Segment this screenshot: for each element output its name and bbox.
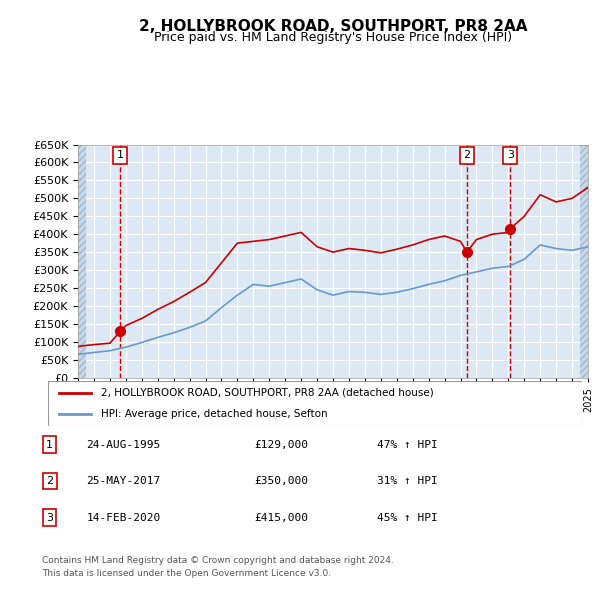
Text: 2: 2 [463,150,470,160]
Text: 2: 2 [46,476,53,486]
Text: 31% ↑ HPI: 31% ↑ HPI [377,476,437,486]
Text: 47% ↑ HPI: 47% ↑ HPI [377,440,437,450]
Text: 3: 3 [507,150,514,160]
Text: This data is licensed under the Open Government Licence v3.0.: This data is licensed under the Open Gov… [42,569,331,578]
Text: 45% ↑ HPI: 45% ↑ HPI [377,513,437,523]
Text: 2, HOLLYBROOK ROAD, SOUTHPORT, PR8 2AA: 2, HOLLYBROOK ROAD, SOUTHPORT, PR8 2AA [139,19,527,34]
Text: 1: 1 [46,440,53,450]
Text: 1: 1 [117,150,124,160]
FancyBboxPatch shape [48,381,582,426]
Text: Price paid vs. HM Land Registry's House Price Index (HPI): Price paid vs. HM Land Registry's House … [154,31,512,44]
Text: £129,000: £129,000 [255,440,309,450]
Text: Contains HM Land Registry data © Crown copyright and database right 2024.: Contains HM Land Registry data © Crown c… [42,556,394,565]
Bar [78,145,86,378]
Text: 24-AUG-1995: 24-AUG-1995 [86,440,160,450]
Text: 3: 3 [46,513,53,523]
Text: 14-FEB-2020: 14-FEB-2020 [86,513,160,523]
Text: 2, HOLLYBROOK ROAD, SOUTHPORT, PR8 2AA (detached house): 2, HOLLYBROOK ROAD, SOUTHPORT, PR8 2AA (… [101,388,434,398]
Text: £415,000: £415,000 [255,513,309,523]
Bar [580,145,588,378]
Text: £350,000: £350,000 [255,476,309,486]
Text: HPI: Average price, detached house, Sefton: HPI: Average price, detached house, Seft… [101,409,328,419]
Text: 25-MAY-2017: 25-MAY-2017 [86,476,160,486]
